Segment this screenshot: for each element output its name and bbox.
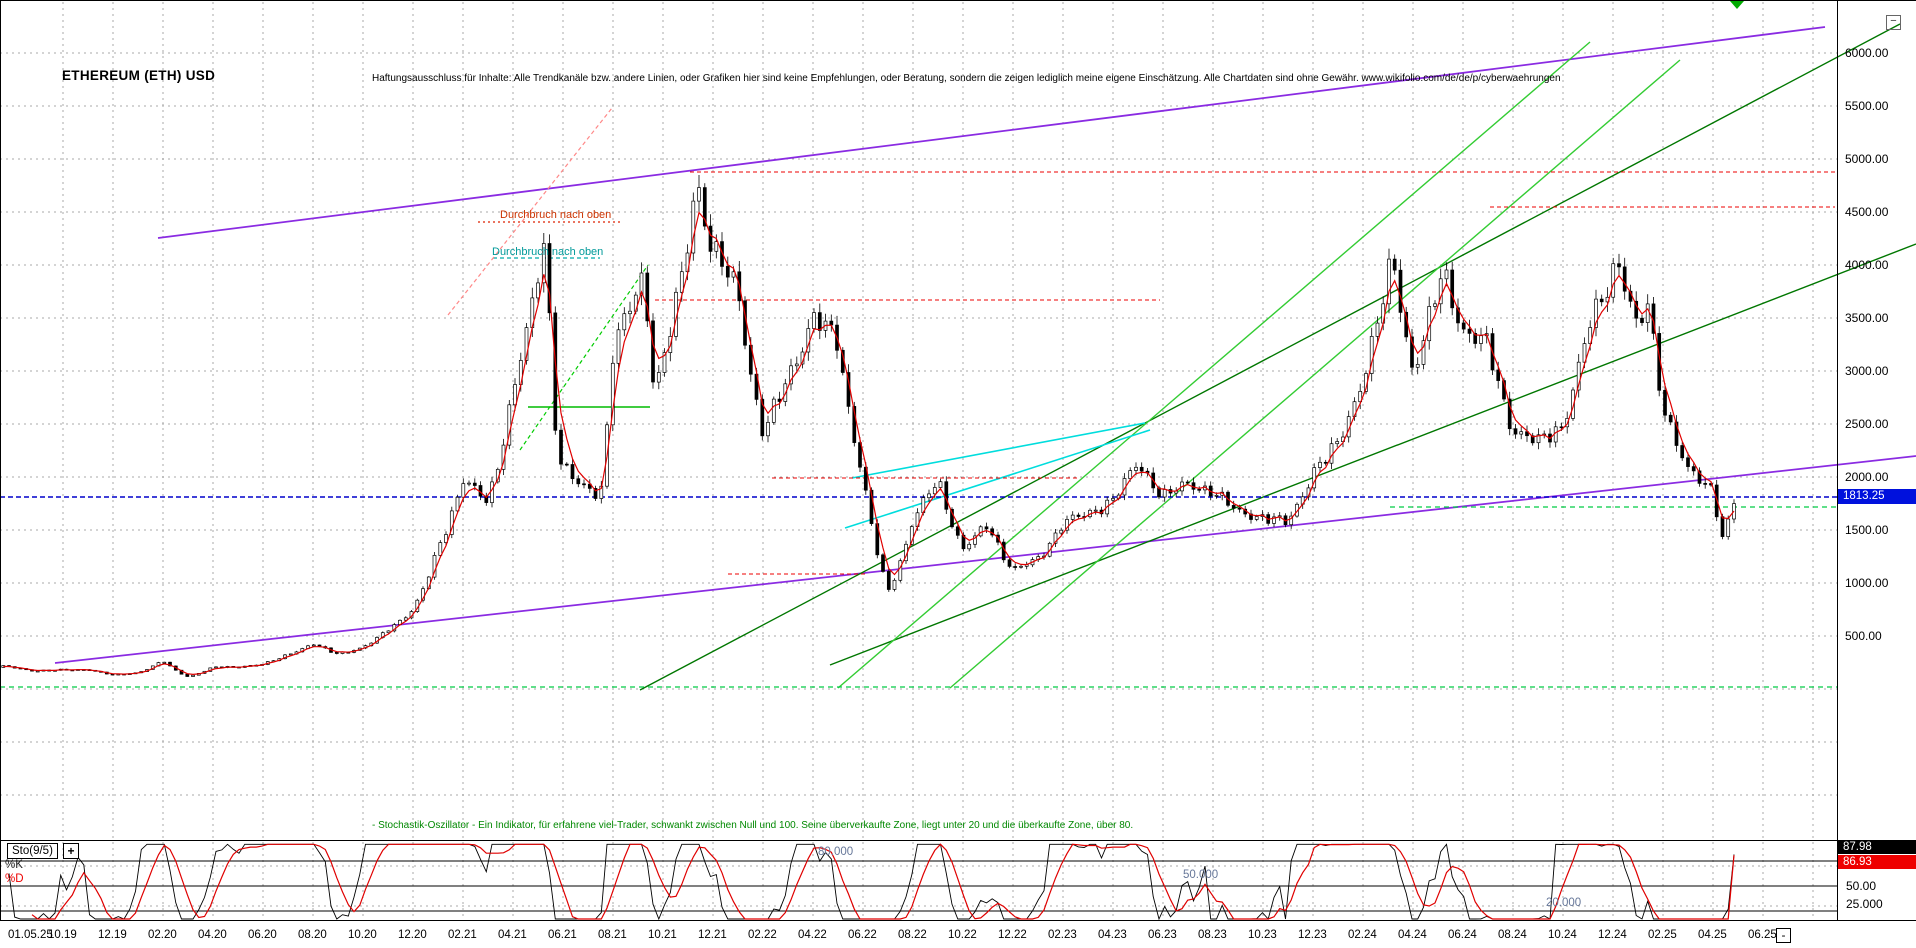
stochastic-level-label: 20.000: [1546, 897, 1582, 909]
date-tick-label: 10.24: [1548, 929, 1577, 941]
date-tick-label: 08.22: [898, 929, 927, 941]
date-tick-label: 08.20: [298, 929, 327, 941]
date-tick-label: 12.20: [398, 929, 427, 941]
panel-borders: [0, 0, 1916, 921]
date-tick-label: 08.24: [1498, 929, 1527, 941]
date-tick-label: 04.23: [1098, 929, 1127, 941]
date-tick-label: 02.22: [748, 929, 777, 941]
candlestick-series: [1, 175, 1736, 677]
price-overlay-line: [3, 211, 1735, 676]
indicator-expand-button[interactable]: +: [63, 843, 79, 859]
minimize-button[interactable]: −: [1886, 15, 1901, 30]
price-axis-label: 2000.00: [1845, 470, 1889, 484]
date-tick-label: 02.21: [448, 929, 477, 941]
date-tick-label: 08.23: [1198, 929, 1227, 941]
date-tick-label: 04.22: [798, 929, 827, 941]
price-axis-label: 500.00: [1845, 629, 1882, 643]
date-tick-label: 10.22: [948, 929, 977, 941]
date-tick-label: 12.22: [998, 929, 1027, 941]
price-axis-label: 4000.00: [1845, 258, 1889, 272]
current-date-label: 01.05.25: [8, 929, 53, 941]
price-axis-label: 4500.00: [1845, 205, 1889, 219]
date-tick-label: 06.24: [1448, 929, 1477, 941]
stochastic-level-label: 80.000: [818, 846, 854, 858]
date-tick-label: 02.20: [148, 929, 177, 941]
price-axis-label: 6000.00: [1845, 46, 1889, 60]
stochastic-curves: [8, 843, 1735, 920]
date-tick-label: 08.21: [598, 929, 627, 941]
stochastic-k-label: %K: [5, 859, 23, 871]
date-tick-label: 12.19: [98, 929, 127, 941]
axis-collapse-button[interactable]: -: [1776, 928, 1791, 943]
stochastic-d-line: [31, 843, 1735, 920]
date-tick-label: 12.21: [698, 929, 727, 941]
stochastic-level-label: 50.000: [1183, 869, 1219, 881]
gridlines: [0, 2, 1837, 920]
price-axis-label: 1000.00: [1845, 576, 1889, 590]
disclaimer-text: Haftungsausschluss für Inhalte: Alle Tre…: [372, 73, 1561, 84]
stochastic-d-label: %D: [5, 873, 24, 885]
date-tick-label: 04.20: [198, 929, 227, 941]
stochastic-d-value-tag: 86.93: [1838, 855, 1916, 869]
annotation-breakout-lower: Durchbruch nach oben: [492, 246, 604, 258]
date-tick-label: 06.21: [548, 929, 577, 941]
stochastic-k-line: [8, 843, 1735, 920]
stochastic-axis-value: 25.000: [1846, 897, 1883, 911]
annotation-stochastic-note: - Stochastik-Oszillator - Ein Indikator,…: [372, 820, 1134, 831]
date-tick-label: 10.19: [48, 929, 77, 941]
date-tick-label: 02.24: [1348, 929, 1377, 941]
date-tick-label: 02.23: [1048, 929, 1077, 941]
date-tick-label: 10.20: [348, 929, 377, 941]
date-tick-label: 04.24: [1398, 929, 1427, 941]
date-tick-label: 12.24: [1598, 929, 1627, 941]
date-tick-label: 04.21: [498, 929, 527, 941]
price-axis-label: 3500.00: [1845, 311, 1889, 325]
price-axis-label: 5500.00: [1845, 99, 1889, 113]
price-axis-label: 2500.00: [1845, 417, 1889, 431]
annotation-breakout-upper: Durchbruch nach oben: [500, 209, 612, 221]
current-price-tag: 1813.25: [1838, 489, 1916, 504]
date-tick-label: 12.23: [1298, 929, 1327, 941]
event-marker-triangle: [1730, 1, 1744, 9]
date-tick-label: 10.23: [1248, 929, 1277, 941]
stochastic-k-value-tag: 87.98: [1838, 840, 1916, 854]
date-tick-label: 06.22: [848, 929, 877, 941]
indicator-name-box[interactable]: Sto(9/5): [7, 843, 58, 859]
price-axis-label: 3000.00: [1845, 364, 1889, 378]
trend-lines: [0, 23, 1916, 691]
date-tick-label: 06.25: [1748, 929, 1777, 941]
stochastic-axis-value: 50.00: [1846, 879, 1877, 893]
price-axis-label: 1500.00: [1845, 523, 1889, 537]
date-tick-label: 06.23: [1148, 929, 1177, 941]
date-tick-label: 02.25: [1648, 929, 1677, 941]
date-tick-label: 10.21: [648, 929, 677, 941]
page-title: ETHEREUM (ETH) USD: [62, 68, 216, 83]
date-tick-label: 04.25: [1698, 929, 1727, 941]
date-tick-label: 06.20: [248, 929, 277, 941]
price-axis-label: 5000.00: [1845, 152, 1889, 166]
